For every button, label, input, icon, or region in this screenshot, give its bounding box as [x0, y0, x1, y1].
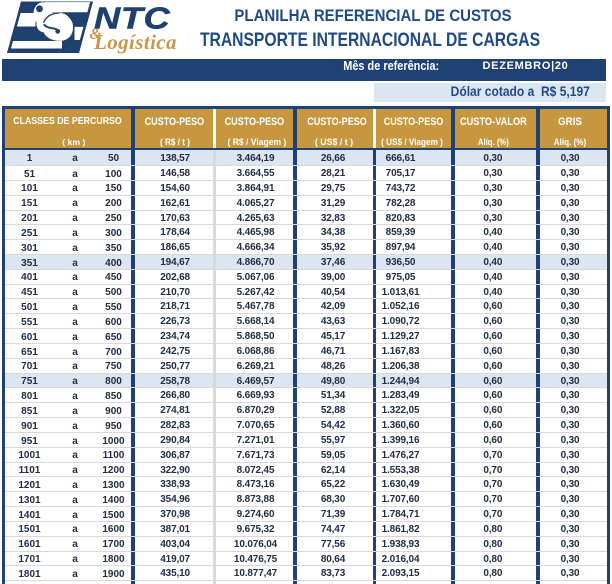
- svg-text:&: &: [90, 26, 103, 43]
- svg-text:Logística: Logística: [93, 30, 177, 54]
- svg-text:NTC: NTC: [94, 1, 170, 36]
